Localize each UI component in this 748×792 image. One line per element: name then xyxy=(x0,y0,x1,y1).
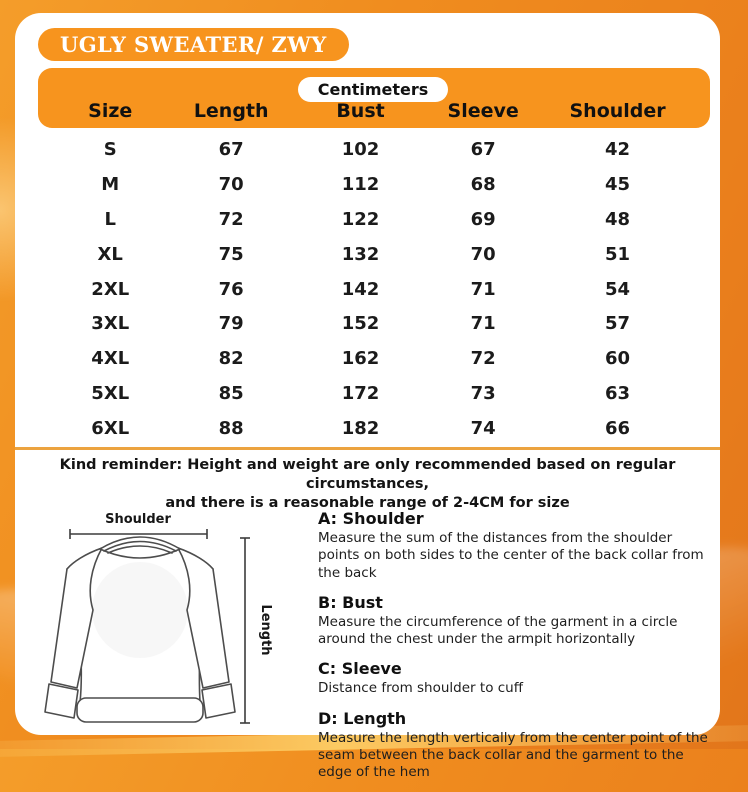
measurement-item-bust: B: Bust Measure the circumference of the… xyxy=(318,593,714,649)
cell-size: 4XL xyxy=(91,348,130,370)
cell-sleeve: 73 xyxy=(470,383,496,405)
cell-size: XL xyxy=(97,243,123,265)
shoulder-measure-label: Shoulder xyxy=(105,512,171,527)
cell-bust: 112 xyxy=(341,173,380,195)
cell-sleeve: 69 xyxy=(470,208,496,230)
table-row: 5XL 85 172 73 63 xyxy=(38,376,710,411)
table-row: 3XL 79 152 71 57 xyxy=(38,306,710,341)
cell-bust: 102 xyxy=(341,138,380,160)
cell-length: 88 xyxy=(218,418,244,440)
size-chart-card: UGLY SWEATER/ ZWY Centimeters Size Lengt… xyxy=(15,13,720,780)
cell-length: 79 xyxy=(218,313,244,335)
cell-size: M xyxy=(101,173,120,195)
cell-size: 3XL xyxy=(91,313,130,335)
cell-shoulder: 60 xyxy=(605,348,631,370)
sweater-measure-diagram: Shoulder Length xyxy=(40,510,310,738)
cell-shoulder: 48 xyxy=(605,208,631,230)
table-row: XL 75 132 70 51 xyxy=(38,237,710,272)
cell-bust: 182 xyxy=(341,418,380,440)
table-row: 4XL 82 162 72 60 xyxy=(38,341,710,376)
cell-sleeve: 70 xyxy=(470,243,496,265)
table-row: 2XL 76 142 71 54 xyxy=(38,272,710,307)
product-title: UGLY SWEATER/ ZWY xyxy=(60,32,327,57)
table-row: L 72 122 69 48 xyxy=(38,202,710,237)
kind-reminder: Kind reminder: Height and weight are onl… xyxy=(25,456,710,513)
size-table-body: S 67 102 67 42 M 70 112 68 45 L 72 122 6… xyxy=(38,132,710,446)
measurement-item-length: D: Length Measure the length vertically … xyxy=(318,709,714,782)
cell-sleeve: 68 xyxy=(470,173,496,195)
cell-bust: 142 xyxy=(341,278,380,300)
product-title-badge: UGLY SWEATER/ ZWY xyxy=(38,28,349,61)
unit-label: Centimeters xyxy=(317,80,429,99)
sweater-outline-illustration: Shoulder Length xyxy=(44,512,273,724)
unit-pill: Centimeters xyxy=(298,77,448,102)
cell-shoulder: 45 xyxy=(605,173,631,195)
measurement-title: D: Length xyxy=(318,708,407,728)
cell-sleeve: 74 xyxy=(470,418,496,440)
column-header-bust: Bust xyxy=(336,100,385,122)
kind-reminder-line2: and there is a reasonable range of 2-4CM… xyxy=(165,494,570,511)
table-row: 6XL 88 182 74 66 xyxy=(38,411,710,446)
cell-bust: 152 xyxy=(341,313,380,335)
table-row: S 67 102 67 42 xyxy=(38,132,710,167)
cell-length: 76 xyxy=(218,278,244,300)
cell-sleeve: 71 xyxy=(470,278,496,300)
measurement-description: Measure the circumference of the garment… xyxy=(318,613,678,648)
cell-bust: 162 xyxy=(341,348,380,370)
cell-bust: 122 xyxy=(341,208,380,230)
measurement-title: A: Shoulder xyxy=(318,509,424,528)
cell-length: 82 xyxy=(218,348,244,370)
cell-length: 75 xyxy=(218,243,244,265)
measurement-description: Measure the length vertically from the c… xyxy=(318,729,708,781)
cell-size: S xyxy=(103,138,117,160)
length-measure-label: Length xyxy=(258,604,273,655)
measurement-item-shoulder: A: Shoulder Measure the sum of the dista… xyxy=(318,509,714,582)
column-header-shoulder: Shoulder xyxy=(569,100,666,122)
column-header-row: Size Length Bust Sleeve Shoulder xyxy=(38,96,710,126)
cell-shoulder: 54 xyxy=(605,278,631,300)
cell-length: 70 xyxy=(218,173,244,195)
cell-size: L xyxy=(104,208,116,230)
cell-size: 2XL xyxy=(91,278,130,300)
measurement-description: Measure the sum of the distances from th… xyxy=(318,530,704,581)
cell-length: 85 xyxy=(218,383,244,405)
shoulder-measure-line xyxy=(69,529,208,539)
measurement-guide: A: Shoulder Measure the sum of the dista… xyxy=(318,509,714,792)
table-row: M 70 112 68 45 xyxy=(38,167,710,202)
cell-length: 72 xyxy=(218,208,244,230)
cell-sleeve: 72 xyxy=(470,348,496,370)
cell-shoulder: 42 xyxy=(605,138,631,160)
kind-reminder-line1: Kind reminder: Height and weight are onl… xyxy=(59,457,676,492)
column-header-size: Size xyxy=(88,100,133,122)
cell-bust: 132 xyxy=(341,243,380,265)
measurement-item-sleeve: C: Sleeve Distance from shoulder to cuff xyxy=(318,659,714,697)
cell-size: 5XL xyxy=(91,383,130,405)
size-table-header: Centimeters Size Length Bust Sleeve Shou… xyxy=(38,68,710,128)
cell-size: 6XL xyxy=(91,418,130,440)
cell-shoulder: 63 xyxy=(605,383,631,405)
measurement-description: Distance from shoulder to cuff xyxy=(318,680,524,697)
column-header-length: Length xyxy=(193,100,269,122)
orange-divider xyxy=(15,447,720,450)
length-measure-line xyxy=(240,537,250,724)
measurement-title: C: Sleeve xyxy=(318,659,402,679)
cell-shoulder: 57 xyxy=(605,313,631,335)
cell-sleeve: 71 xyxy=(470,313,496,335)
column-header-sleeve: Sleeve xyxy=(447,100,519,122)
measurement-title: B: Bust xyxy=(318,592,383,612)
cell-shoulder: 66 xyxy=(605,418,631,440)
cell-length: 67 xyxy=(218,138,244,160)
cell-bust: 172 xyxy=(341,383,380,405)
cell-shoulder: 51 xyxy=(605,243,631,265)
cell-sleeve: 67 xyxy=(470,138,496,160)
